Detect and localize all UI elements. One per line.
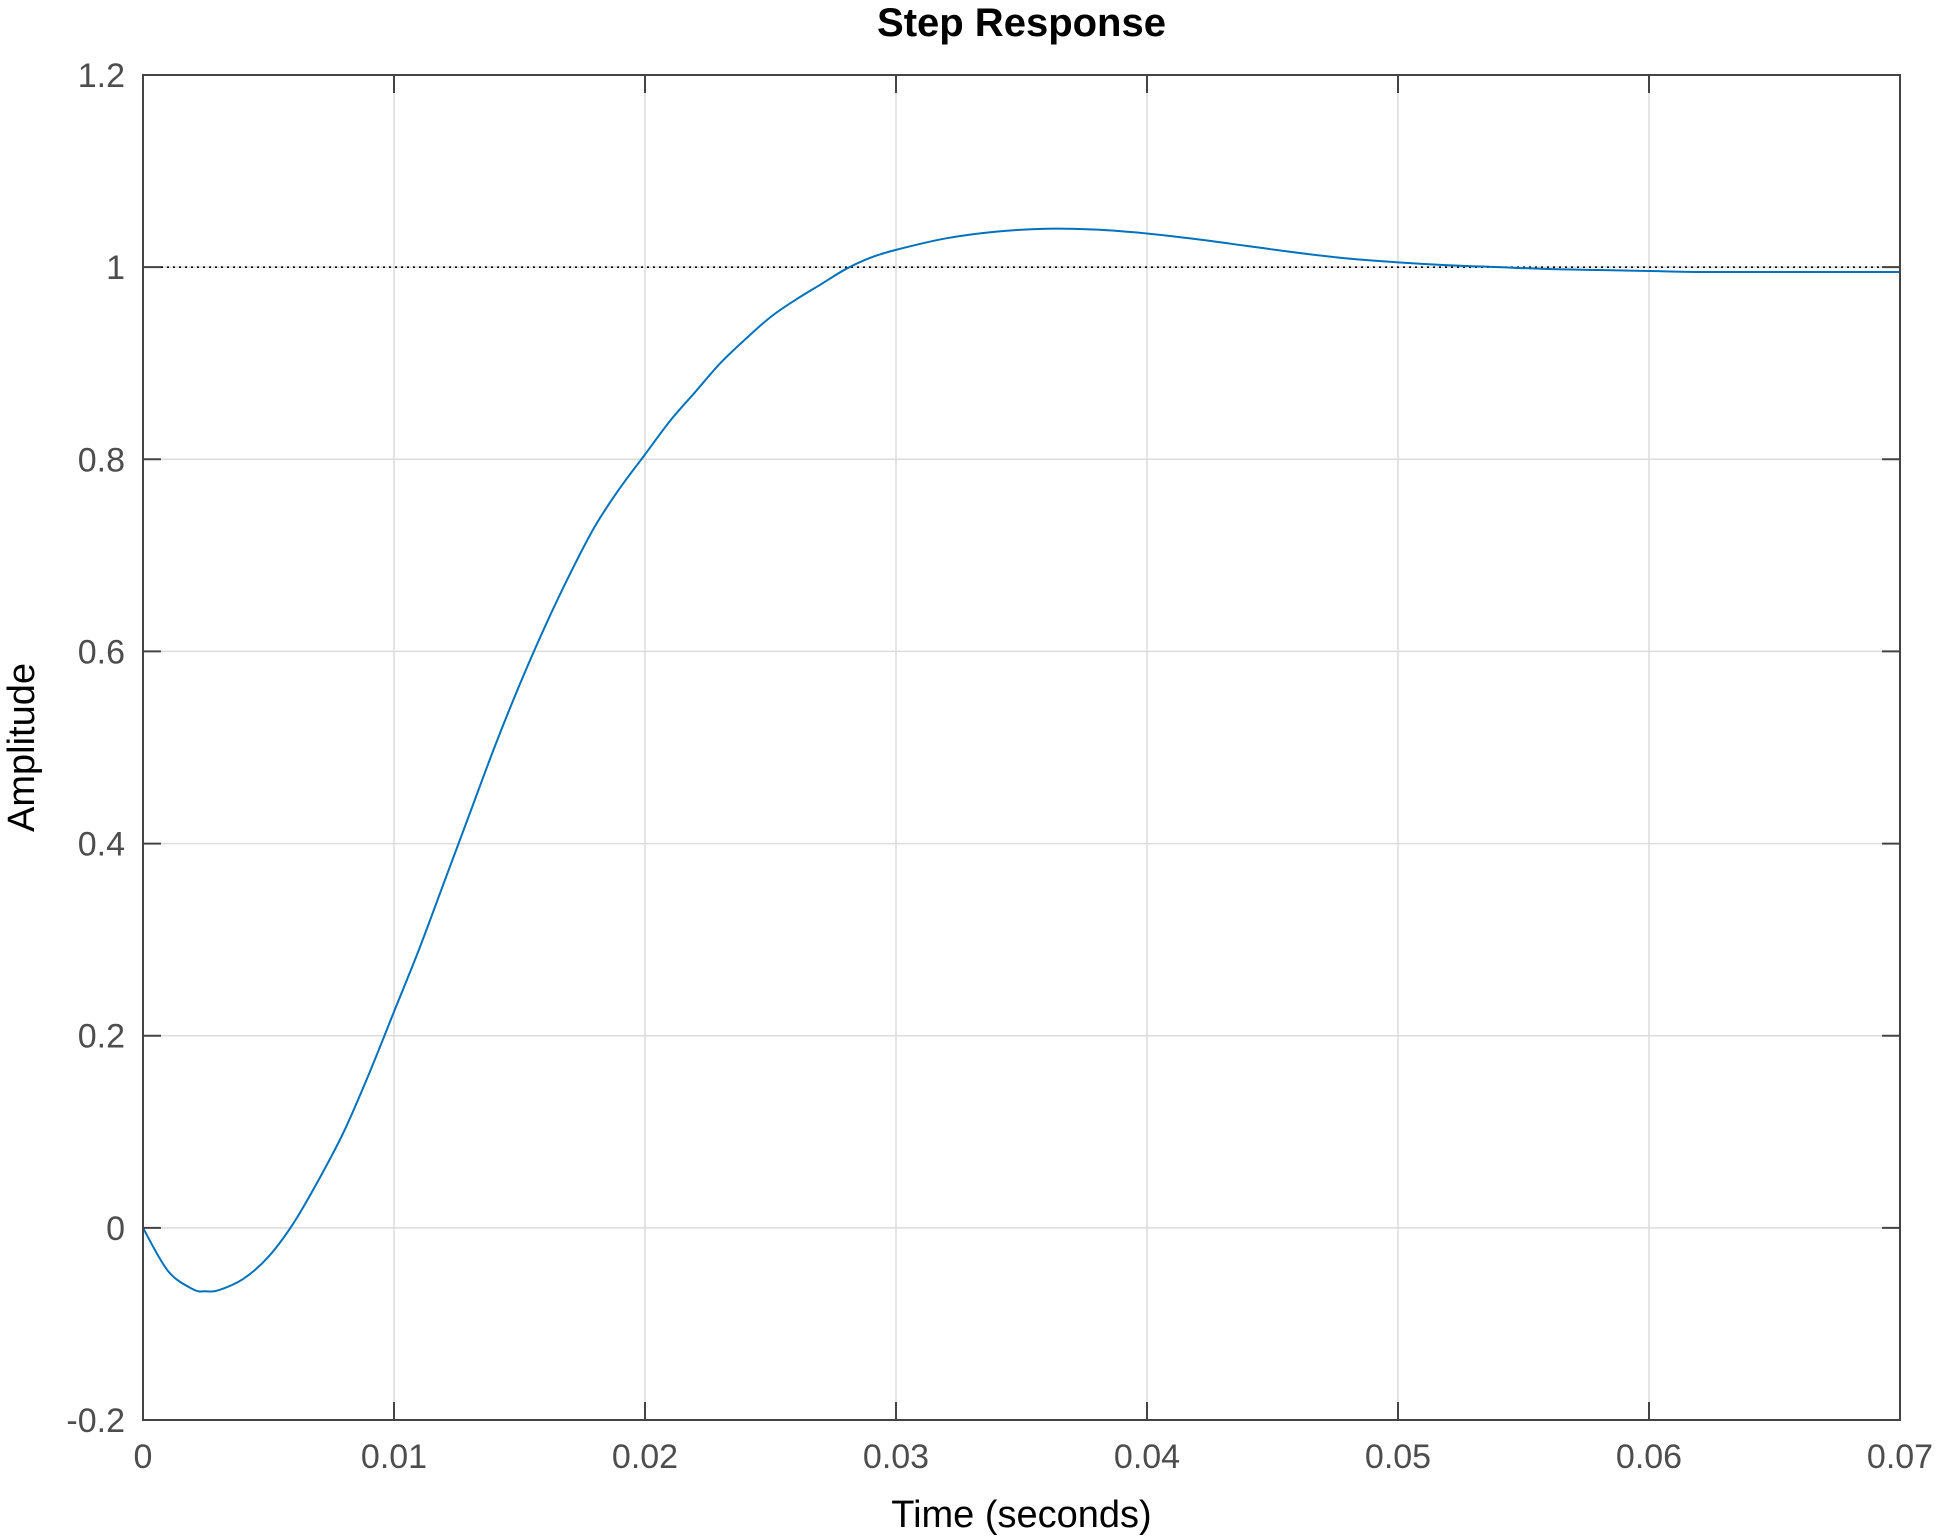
x-tick-label: 0.04 <box>1114 1438 1180 1476</box>
y-tick-label: 1 <box>106 249 125 287</box>
x-tick-label: 0.06 <box>1616 1438 1682 1476</box>
y-tick-label: 0.4 <box>78 826 125 864</box>
plot-frame <box>142 74 1901 1421</box>
y-tick-label: -0.2 <box>66 1402 125 1440</box>
x-axis-label: Time (seconds) <box>891 1494 1151 1536</box>
chart-title: Step Response <box>877 1 1166 45</box>
x-tick-label: 0.03 <box>863 1438 929 1476</box>
x-tick-label: 0 <box>134 1438 153 1476</box>
step-response-line <box>142 227 1900 1293</box>
x-tick-label: 0.01 <box>361 1438 427 1476</box>
y-tick-label: 0.6 <box>78 633 125 671</box>
y-tick-label: 0.2 <box>78 1018 125 1056</box>
y-axis-label: Amplitude <box>1 663 43 832</box>
y-tick-labels: -0.2 0 0.2 0.4 0.6 0.8 1 1.2 <box>66 57 125 1440</box>
y-tick-label: 1.2 <box>78 57 125 95</box>
x-tick-labels: 0 0.01 0.02 0.03 0.04 0.05 0.06 0.07 <box>134 1438 1934 1476</box>
x-tick-label: 0.02 <box>612 1438 678 1476</box>
tick-layer <box>142 74 1901 1421</box>
y-tick-label: 0.8 <box>78 441 125 479</box>
x-tick-label: 0.07 <box>1867 1438 1933 1476</box>
x-tick-label: 0.05 <box>1365 1438 1431 1476</box>
y-tick-label: 0 <box>106 1210 125 1248</box>
grid-layer <box>142 74 1901 1421</box>
